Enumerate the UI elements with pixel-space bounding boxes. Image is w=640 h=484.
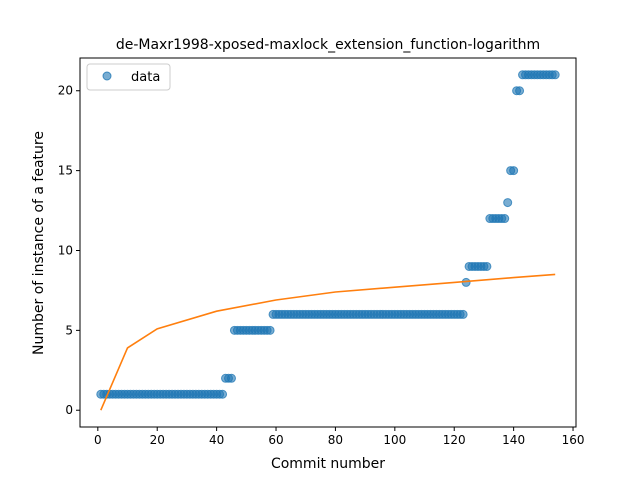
x-tick-label: 120: [443, 433, 466, 447]
fit-line: [100, 273, 556, 411]
plot-frame: [79, 57, 577, 428]
y-tick-label: 15: [58, 164, 73, 178]
data-point: [515, 86, 525, 96]
y-tick-label: 5: [65, 323, 73, 337]
legend: data: [86, 63, 171, 91]
data-point: [509, 166, 519, 176]
x-tick-label: 20: [150, 433, 165, 447]
x-axis: 0 20 40 60 80 100 120 140 160: [94, 427, 584, 447]
plot-area: [96, 70, 560, 411]
data-point: [482, 261, 492, 271]
x-tick-label: 60: [268, 433, 283, 447]
data-point: [265, 325, 275, 335]
chart-title: de-Maxr1998-xposed-maxlock_extension_fun…: [116, 37, 540, 53]
data-point: [226, 373, 236, 383]
y-axis-label: Number of instance of a feature: [31, 131, 47, 355]
data-point: [550, 70, 560, 80]
x-tick-label: 40: [209, 433, 224, 447]
data-point: [503, 198, 513, 208]
x-tick-label: 80: [328, 433, 343, 447]
legend-label-data: data: [131, 70, 160, 85]
data-point: [218, 389, 228, 399]
y-axis: 0 5 10 15 20: [58, 84, 80, 417]
x-tick-label: 160: [562, 433, 585, 447]
x-tick-label: 140: [502, 433, 525, 447]
legend-marker-data: [102, 71, 112, 81]
y-tick-label: 10: [58, 243, 73, 257]
x-axis-label: Commit number: [271, 456, 385, 472]
legend-box: [86, 63, 171, 91]
data-point: [458, 309, 468, 319]
x-tick-label: 0: [94, 433, 102, 447]
x-tick-label: 100: [383, 433, 406, 447]
y-tick-label: 0: [65, 403, 73, 417]
y-tick-label: 20: [58, 84, 73, 98]
data-point: [500, 214, 510, 224]
